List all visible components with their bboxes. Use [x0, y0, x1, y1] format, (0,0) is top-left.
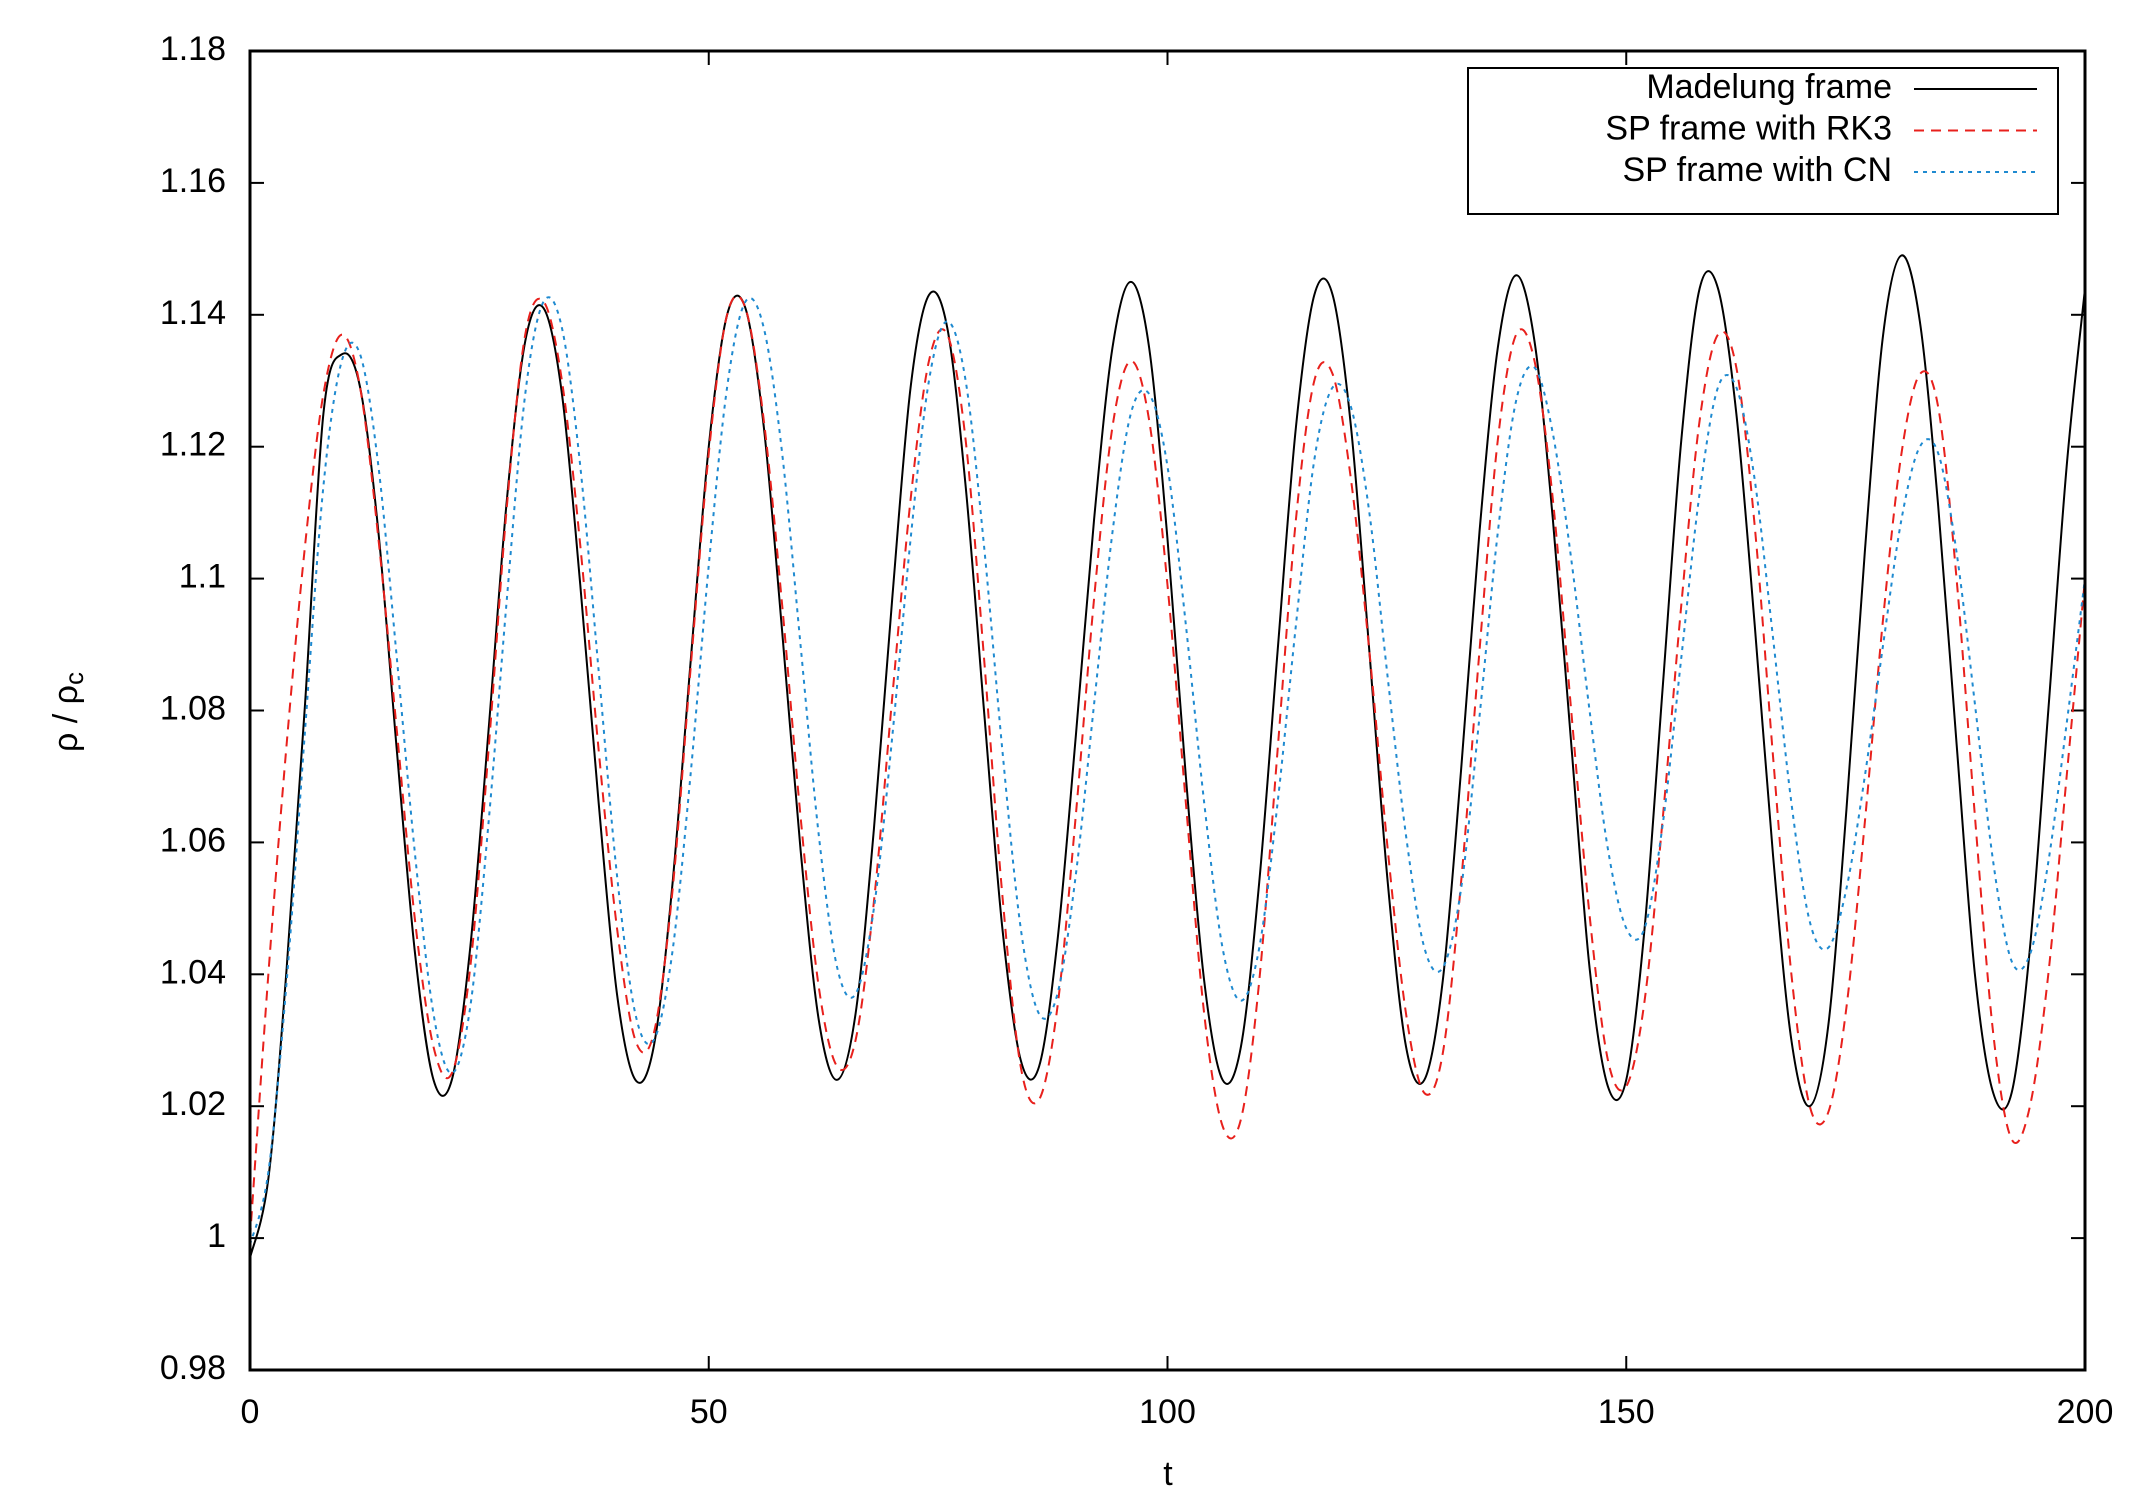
x-tick-label: 100	[1139, 1393, 1196, 1431]
legend-box	[1467, 67, 2059, 215]
series-line	[249, 296, 2086, 1245]
legend-label: Madelung frame	[1646, 68, 1892, 106]
plot-frame	[248, 49, 2087, 1372]
y-axis-label-sub: c	[59, 672, 89, 685]
x-tick-label: 150	[1598, 1393, 1655, 1431]
x-tick-label: 200	[2057, 1393, 2114, 1431]
x-axis-label: t	[1163, 1455, 1173, 1493]
x-tick-label: 50	[690, 1393, 728, 1431]
y-tick-label: 1.02	[160, 1085, 226, 1123]
y-tick-label: 1	[207, 1217, 226, 1255]
y-tick-label: 1.08	[160, 689, 226, 727]
y-tick-label: 1.06	[160, 821, 226, 859]
y-tick-label: 1.16	[160, 162, 226, 200]
y-tick-label: 1.18	[160, 30, 226, 68]
series-line	[249, 254, 2086, 1259]
y-tick-label: 1.12	[160, 426, 226, 464]
y-axis-label-main: ρ / ρ	[47, 685, 85, 752]
y-tick-label: 1.04	[160, 953, 226, 991]
y-tick-label: 0.98	[160, 1349, 226, 1387]
y-axis-label: ρ / ρc	[47, 672, 89, 752]
legend-label: SP frame with CN	[1622, 151, 1892, 189]
y-tick-label: 1.14	[160, 294, 226, 332]
x-tick-label: 0	[241, 1393, 260, 1431]
y-tick-label: 1.1	[179, 558, 226, 596]
series-line	[249, 294, 2086, 1239]
legend-label: SP frame with RK3	[1605, 109, 1892, 147]
